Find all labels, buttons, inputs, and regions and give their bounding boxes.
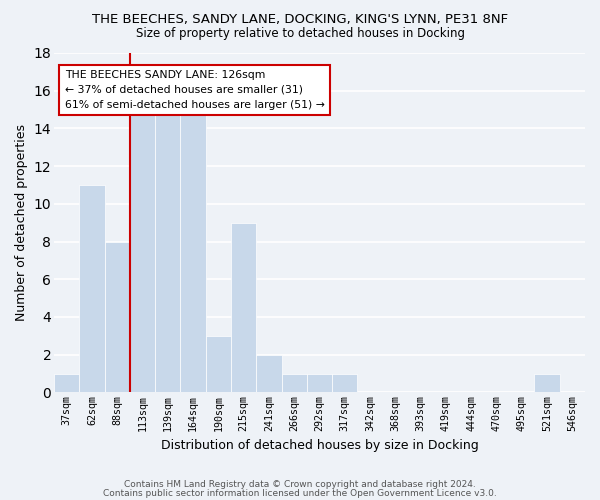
Text: THE BEECHES SANDY LANE: 126sqm
← 37% of detached houses are smaller (31)
61% of : THE BEECHES SANDY LANE: 126sqm ← 37% of … [65, 70, 325, 110]
X-axis label: Distribution of detached houses by size in Docking: Distribution of detached houses by size … [161, 440, 478, 452]
Text: Size of property relative to detached houses in Docking: Size of property relative to detached ho… [136, 28, 464, 40]
Y-axis label: Number of detached properties: Number of detached properties [15, 124, 28, 321]
Bar [54, 374, 79, 392]
Bar [332, 374, 358, 392]
Bar [281, 374, 307, 392]
Text: Contains public sector information licensed under the Open Government Licence v3: Contains public sector information licen… [103, 489, 497, 498]
Bar [231, 222, 256, 392]
Bar [206, 336, 231, 392]
Bar [307, 374, 332, 392]
Text: THE BEECHES, SANDY LANE, DOCKING, KING'S LYNN, PE31 8NF: THE BEECHES, SANDY LANE, DOCKING, KING'S… [92, 12, 508, 26]
Bar [181, 110, 206, 393]
Bar [104, 242, 130, 392]
Bar [535, 374, 560, 392]
Bar [130, 110, 155, 393]
Bar [155, 110, 181, 393]
Bar [256, 354, 281, 393]
Text: Contains HM Land Registry data © Crown copyright and database right 2024.: Contains HM Land Registry data © Crown c… [124, 480, 476, 489]
Bar [79, 185, 104, 392]
